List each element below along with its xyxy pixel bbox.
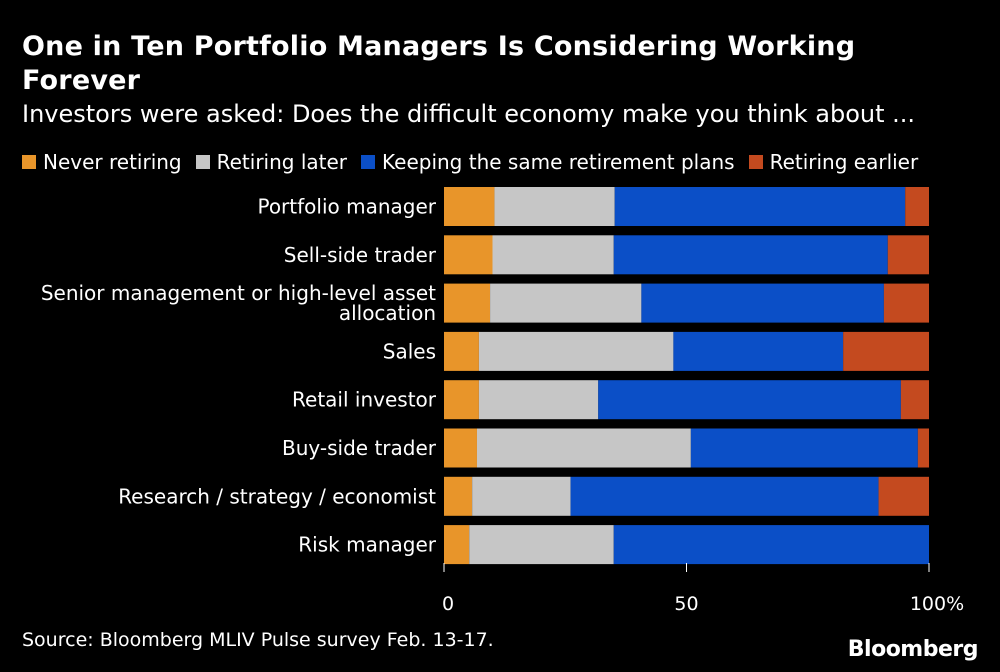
bar-senior-management-or-high-level-asset-allocation-never-retiring: [444, 283, 491, 323]
bar-buy-side-trader-retiring-earlier: [917, 428, 929, 468]
legend: Never retiring Retiring later Keeping th…: [22, 150, 932, 174]
bar-risk-manager-keeping-the-same-retirement-plans: [613, 525, 929, 565]
legend-swatch-never-retiring: [22, 155, 36, 169]
bar-portfolio-manager-retiring-earlier: [905, 187, 929, 226]
category-label: Senior management or high-level asset all…: [41, 281, 436, 325]
category-label: Research / strategy / economist: [118, 484, 436, 508]
legend-swatch-retiring-earlier: [748, 155, 763, 169]
bar-sell-side-trader-retiring-later: [492, 235, 614, 275]
legend-item-retiring-earlier: Retiring earlier: [748, 150, 919, 174]
legend-label-retiring-later: Retiring later: [216, 150, 348, 174]
legend-item-never-retiring: Never retiring: [22, 150, 182, 174]
bar-sell-side-trader-never-retiring: [444, 235, 493, 275]
bar-senior-management-or-high-level-asset-allocation-keeping-the-same-retirement-plans: [641, 283, 884, 323]
bar-sales-never-retiring: [444, 331, 479, 371]
x-tick-label: 50: [674, 593, 698, 615]
legend-swatch-retiring-later: [195, 155, 210, 169]
chart-title: One in Ten Portfolio Managers Is Conside…: [22, 31, 856, 96]
bar-retail-investor-retiring-later: [478, 380, 599, 420]
category-label: Risk manager: [298, 533, 436, 557]
x-tick-label: 100%: [910, 593, 964, 615]
bar-retail-investor-keeping-the-same-retirement-plans: [598, 380, 901, 420]
bar-research-strategy-economist-retiring-earlier: [878, 476, 929, 516]
bar-research-strategy-economist-keeping-the-same-retirement-plans: [570, 476, 879, 516]
bar-sales-keeping-the-same-retirement-plans: [673, 331, 844, 371]
bar-sell-side-trader-retiring-earlier: [887, 235, 929, 275]
category-label: Sell-side trader: [284, 243, 437, 267]
bar-risk-manager-retiring-later: [469, 525, 614, 565]
bar-sales-retiring-earlier: [843, 331, 929, 371]
bar-sales-retiring-later: [478, 331, 674, 371]
legend-label-same-plans: Keeping the same retirement plans: [382, 150, 735, 174]
legend-item-same-plans: Keeping the same retirement plans: [361, 150, 735, 174]
bar-retail-investor-never-retiring: [444, 380, 479, 420]
bar-portfolio-manager-never-retiring: [444, 187, 495, 226]
legend-item-retiring-later: Retiring later: [195, 150, 348, 174]
category-label: Portfolio manager: [257, 195, 436, 219]
bar-portfolio-manager-retiring-later: [494, 187, 615, 226]
bar-sell-side-trader-keeping-the-same-retirement-plans: [613, 235, 888, 275]
bar-research-strategy-economist-never-retiring: [444, 476, 473, 516]
bar-research-strategy-economist-retiring-later: [472, 476, 571, 516]
category-label: Sales: [383, 339, 436, 363]
legend-label-retiring-earlier: Retiring earlier: [769, 150, 919, 174]
bar-senior-management-or-high-level-asset-allocation-retiring-later: [490, 283, 642, 323]
bar-buy-side-trader-keeping-the-same-retirement-plans: [690, 428, 918, 468]
chart-subtitle: Investors were asked: Does the difficult…: [22, 100, 916, 128]
bar-risk-manager-never-retiring: [444, 525, 470, 565]
bar-senior-management-or-high-level-asset-allocation-retiring-earlier: [883, 283, 929, 323]
bloomberg-logo: Bloomberg: [847, 637, 979, 662]
x-tick-label: 0: [442, 593, 454, 615]
bar-buy-side-trader-never-retiring: [444, 428, 477, 468]
category-label: Retail investor: [292, 388, 437, 412]
bar-portfolio-manager-keeping-the-same-retirement-plans: [614, 187, 906, 226]
bar-buy-side-trader-retiring-later: [476, 428, 691, 468]
legend-label-never-retiring: Never retiring: [43, 150, 182, 174]
category-label: Buy-side trader: [282, 436, 437, 460]
source-note: Source: Bloomberg MLIV Pulse survey Feb.…: [22, 629, 494, 651]
legend-swatch-same-plans: [361, 155, 376, 169]
bar-retail-investor-retiring-earlier: [900, 380, 929, 420]
